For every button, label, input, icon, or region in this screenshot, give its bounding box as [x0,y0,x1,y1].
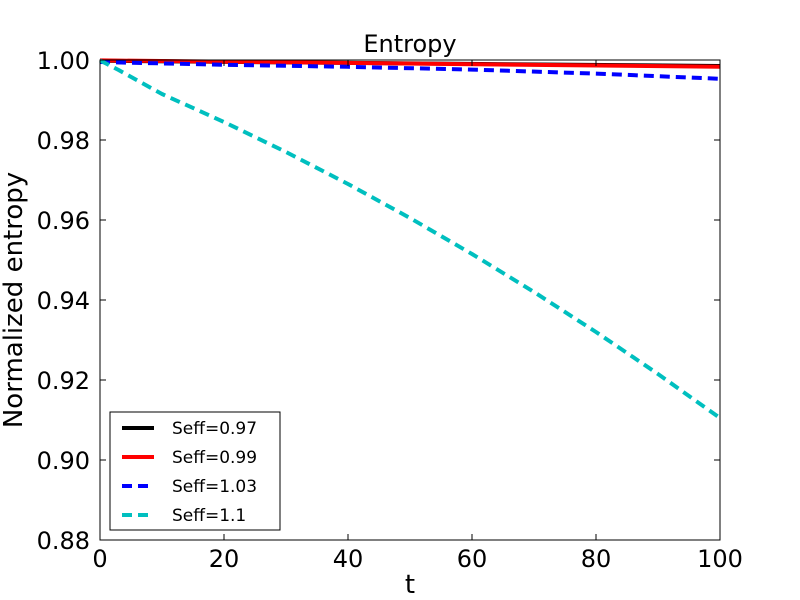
legend-label-1: Seff=0.99 [172,448,257,468]
x-tick-label: 20 [209,545,240,573]
x-tick-label: 100 [697,545,743,573]
series-line-3 [99,58,722,420]
legend-label-2: Seff=1.03 [172,477,257,497]
x-tick-label: 60 [457,545,488,573]
legend-frame [109,411,281,531]
y-tick-label: 0.90 [37,447,90,475]
series-layer [99,58,722,420]
y-tick-label: 0.94 [37,287,90,315]
legend-label-3: Seff=1.1 [172,506,246,526]
y-tick-label: 0.88 [37,527,90,555]
series-line-1 [99,58,721,69]
x-axis-label: t [405,570,415,600]
y-axis-label: Normalized entropy [0,172,29,428]
x-tick-label: 0 [92,545,107,573]
x-tick-label: 40 [333,545,364,573]
ticks-layer: 0 20 40 60 80 100 0.88 0.90 0.92 0.94 0.96 0.98 1.00 [37,47,743,573]
chart-title: Entropy [363,30,456,58]
series-line-2 [99,60,721,81]
y-tick-label: 0.98 [37,127,90,155]
y-tick-label: 0.96 [37,207,90,235]
x-tick-label: 80 [581,545,612,573]
y-tick-label: 0.92 [37,367,90,395]
y-tick-label: 1.00 [37,47,90,75]
legend-label-0: Seff=0.97 [172,419,257,439]
legend: Seff=0.97 Seff=0.99 Seff=1.03 Seff=1.1 [109,411,281,531]
